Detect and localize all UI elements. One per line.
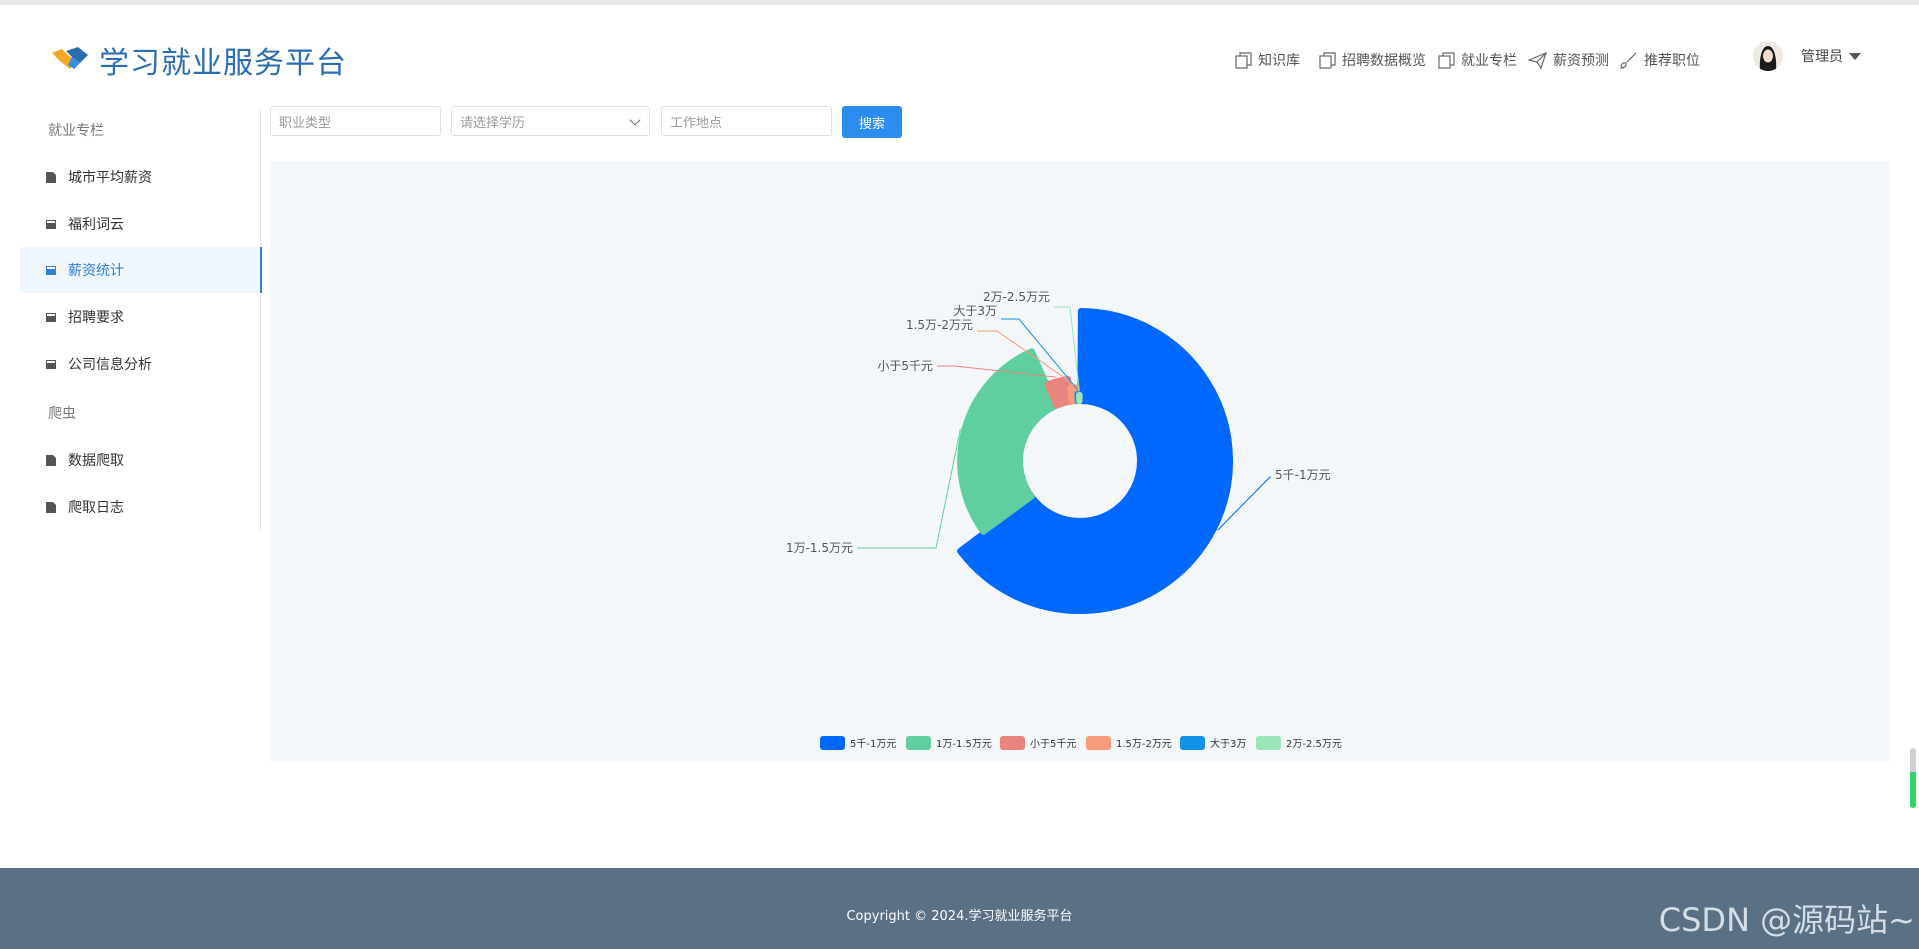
doc-icon <box>46 454 56 466</box>
nav-salary-prediction[interactable]: 薪资预测 <box>1528 45 1609 75</box>
pie-slice[interactable] <box>1076 391 1083 405</box>
nav-label: 推荐职位 <box>1644 53 1700 69</box>
sidebar-item-label: 爬取日志 <box>68 500 124 516</box>
sidebar-item-label: 招聘要求 <box>68 310 124 326</box>
leader-line <box>937 365 1057 378</box>
pie-slice[interactable] <box>957 308 1233 614</box>
copy-icon <box>1438 51 1455 69</box>
nav-label: 就业专栏 <box>1461 53 1517 69</box>
sidebar-item-data-crawl[interactable]: 数据爬取 <box>20 437 260 483</box>
legend-swatch[interactable] <box>906 736 931 750</box>
leader-line <box>977 330 1074 384</box>
search-button[interactable]: 搜索 <box>842 106 902 138</box>
location-input[interactable]: 工作地点 <box>661 106 832 136</box>
scrollbar-thumb[interactable] <box>1910 748 1916 808</box>
header: 学习就业服务平台 知识库 招聘数据概览 就业专栏 薪资预测 推荐职位 管理员 <box>0 5 1919 103</box>
leader-line <box>1217 476 1271 531</box>
user-menu[interactable]: 管理员 <box>1753 41 1861 71</box>
legend-label[interactable]: 5千-1万元 <box>850 738 896 750</box>
sidebar-item-crawl-log[interactable]: 爬取日志 <box>20 484 260 530</box>
doc-icon <box>46 171 56 183</box>
book-icon <box>46 219 56 229</box>
copy-icon <box>1235 51 1252 69</box>
book-icon <box>46 359 56 369</box>
salary-rose-chart: 5千-1万元1万-1.5万元小于5千元1.5万-2万元大于3万2万-2.5万元5… <box>786 290 1342 750</box>
legend-swatch[interactable] <box>820 736 845 750</box>
legend-swatch[interactable] <box>1000 736 1025 750</box>
nav-label: 薪资预测 <box>1553 53 1609 69</box>
sidebar-item-welfare-cloud[interactable]: 福利词云 <box>20 201 260 247</box>
leader-line <box>1001 318 1079 391</box>
sidebar-group-crawler: 爬虫 <box>48 406 76 422</box>
chart-panel: 5千-1万元 1万-1.5万元 小于5千元 1.5万-2万元 大于3万 2万-2.5万元 5… <box>270 161 1890 761</box>
top-border <box>0 0 1919 5</box>
legend-swatch[interactable] <box>1086 736 1111 750</box>
footer: Copyright © 2024.学习就业服务平台 CSDN @源码站~ <box>0 868 1919 949</box>
nav-knowledge-base[interactable]: 知识库 <box>1235 45 1300 75</box>
copyright-text: Copyright © 2024.学习就业服务平台 <box>846 909 1073 924</box>
legend-label[interactable]: 2万-2.5万元 <box>1286 739 1342 750</box>
slice-label: 5千-1万元 <box>1275 468 1331 482</box>
legend-swatch[interactable] <box>1180 736 1205 750</box>
sidebar-item-label: 城市平均薪资 <box>68 170 152 186</box>
caret-down-icon <box>1849 52 1861 60</box>
app-title: 学习就业服务平台 <box>99 46 347 81</box>
legend-label[interactable]: 大于3万 <box>1210 737 1246 750</box>
brush-icon <box>1620 52 1637 69</box>
handshake-logo-icon <box>52 47 88 69</box>
slice-label: 小于5千元 <box>877 359 933 373</box>
sidebar: 就业专栏 城市平均薪资 福利词云 薪资统计 招聘要求 公司信息分析 爬虫 数据爬… <box>20 110 262 530</box>
job-type-input[interactable]: 职业类型 <box>270 106 441 136</box>
book-icon <box>46 265 56 275</box>
nav-recruitment-overview[interactable]: 招聘数据概览 <box>1319 45 1426 75</box>
leader-line <box>1054 306 1080 391</box>
sidebar-item-label: 薪资统计 <box>68 263 124 279</box>
leader-line <box>857 428 961 549</box>
legend-label[interactable]: 1.5万-2万元 <box>1116 739 1172 750</box>
legend-label[interactable]: 小于5千元 <box>1030 738 1076 750</box>
watermark-text: CSDN @源码站~ <box>1658 901 1915 939</box>
doc-icon <box>46 501 56 513</box>
sidebar-item-label: 公司信息分析 <box>68 357 152 373</box>
nav-employment-column[interactable]: 就业专栏 <box>1438 45 1517 75</box>
user-name: 管理员 <box>1801 49 1843 65</box>
nav-label: 招聘数据概览 <box>1342 53 1426 69</box>
sidebar-item-salary-stats[interactable]: 薪资统计 <box>20 247 262 293</box>
slice-label: 2万-2.5万元 <box>983 290 1050 304</box>
sidebar-group-employment: 就业专栏 <box>48 123 104 139</box>
nav-label: 知识库 <box>1258 53 1300 69</box>
slice-label: 1.5万-2万元 <box>906 318 973 332</box>
sidebar-item-label: 数据爬取 <box>68 453 124 469</box>
nav-recommended-jobs[interactable]: 推荐职位 <box>1619 45 1700 75</box>
legend-label[interactable]: 1万-1.5万元 <box>936 739 992 750</box>
chevron-down-icon <box>629 114 641 126</box>
sidebar-item-company-analysis[interactable]: 公司信息分析 <box>20 341 260 387</box>
education-select[interactable]: 请选择学历 <box>451 106 650 136</box>
avatar[interactable] <box>1753 41 1783 71</box>
pie-slice[interactable] <box>957 348 1059 535</box>
send-icon <box>1528 51 1547 69</box>
sidebar-item-label: 福利词云 <box>68 217 124 233</box>
sidebar-item-city-salary[interactable]: 城市平均薪资 <box>20 154 260 200</box>
legend-swatch[interactable] <box>1256 736 1281 750</box>
education-select-placeholder: 请选择学历 <box>460 115 526 131</box>
copy-icon <box>1319 51 1336 69</box>
sidebar-item-requirements[interactable]: 招聘要求 <box>20 294 260 340</box>
slice-label: 1万-1.5万元 <box>786 541 853 555</box>
book-icon <box>46 312 56 322</box>
slice-label: 大于3万 <box>953 304 997 318</box>
